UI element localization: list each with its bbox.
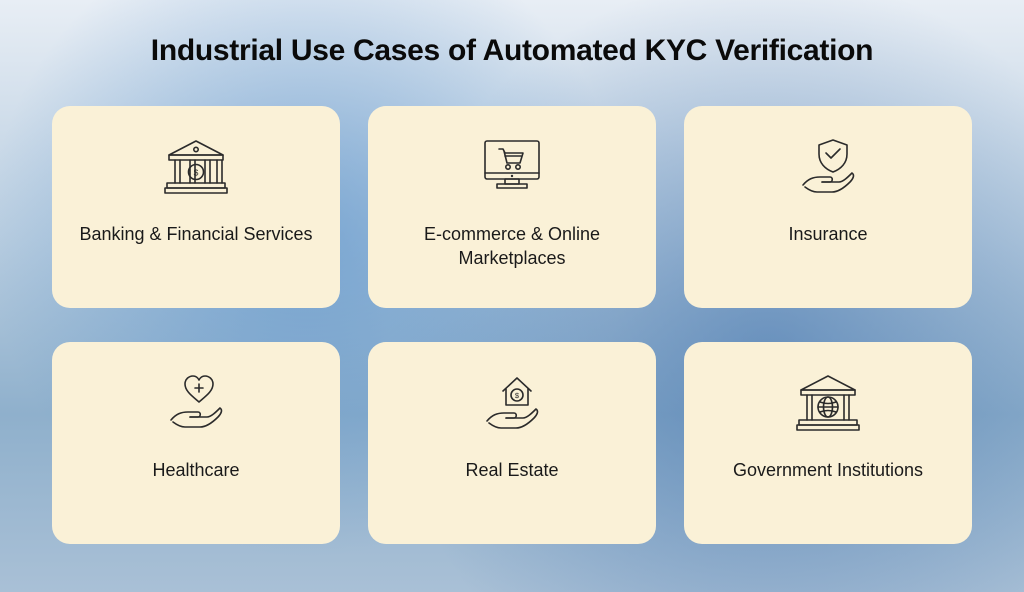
gov-globe-icon: [793, 368, 863, 438]
house-hand-icon: $: [477, 368, 547, 438]
svg-text:$: $: [515, 391, 520, 400]
bank-icon: $: [161, 132, 231, 202]
monitor-cart-icon: [477, 132, 547, 202]
svg-text:$: $: [194, 168, 199, 178]
card-label: E-commerce & Online Marketplaces: [392, 222, 632, 271]
card-insurance: Insurance: [684, 106, 972, 308]
card-label: Real Estate: [465, 458, 558, 482]
card-label: Insurance: [788, 222, 867, 246]
shield-hand-icon: [793, 132, 863, 202]
card-banking: $ Banking & Financial Services: [52, 106, 340, 308]
card-label: Healthcare: [152, 458, 239, 482]
heart-hand-icon: [161, 368, 231, 438]
card-healthcare: Healthcare: [52, 342, 340, 544]
card-realestate: $ Real Estate: [368, 342, 656, 544]
card-label: Banking & Financial Services: [79, 222, 312, 246]
card-ecommerce: E-commerce & Online Marketplaces: [368, 106, 656, 308]
card-government: Government Institutions: [684, 342, 972, 544]
page-title: Industrial Use Cases of Automated KYC Ve…: [151, 34, 873, 68]
card-grid: $ Banking & Financial Services E-commerc…: [52, 106, 972, 544]
card-label: Government Institutions: [733, 458, 923, 482]
